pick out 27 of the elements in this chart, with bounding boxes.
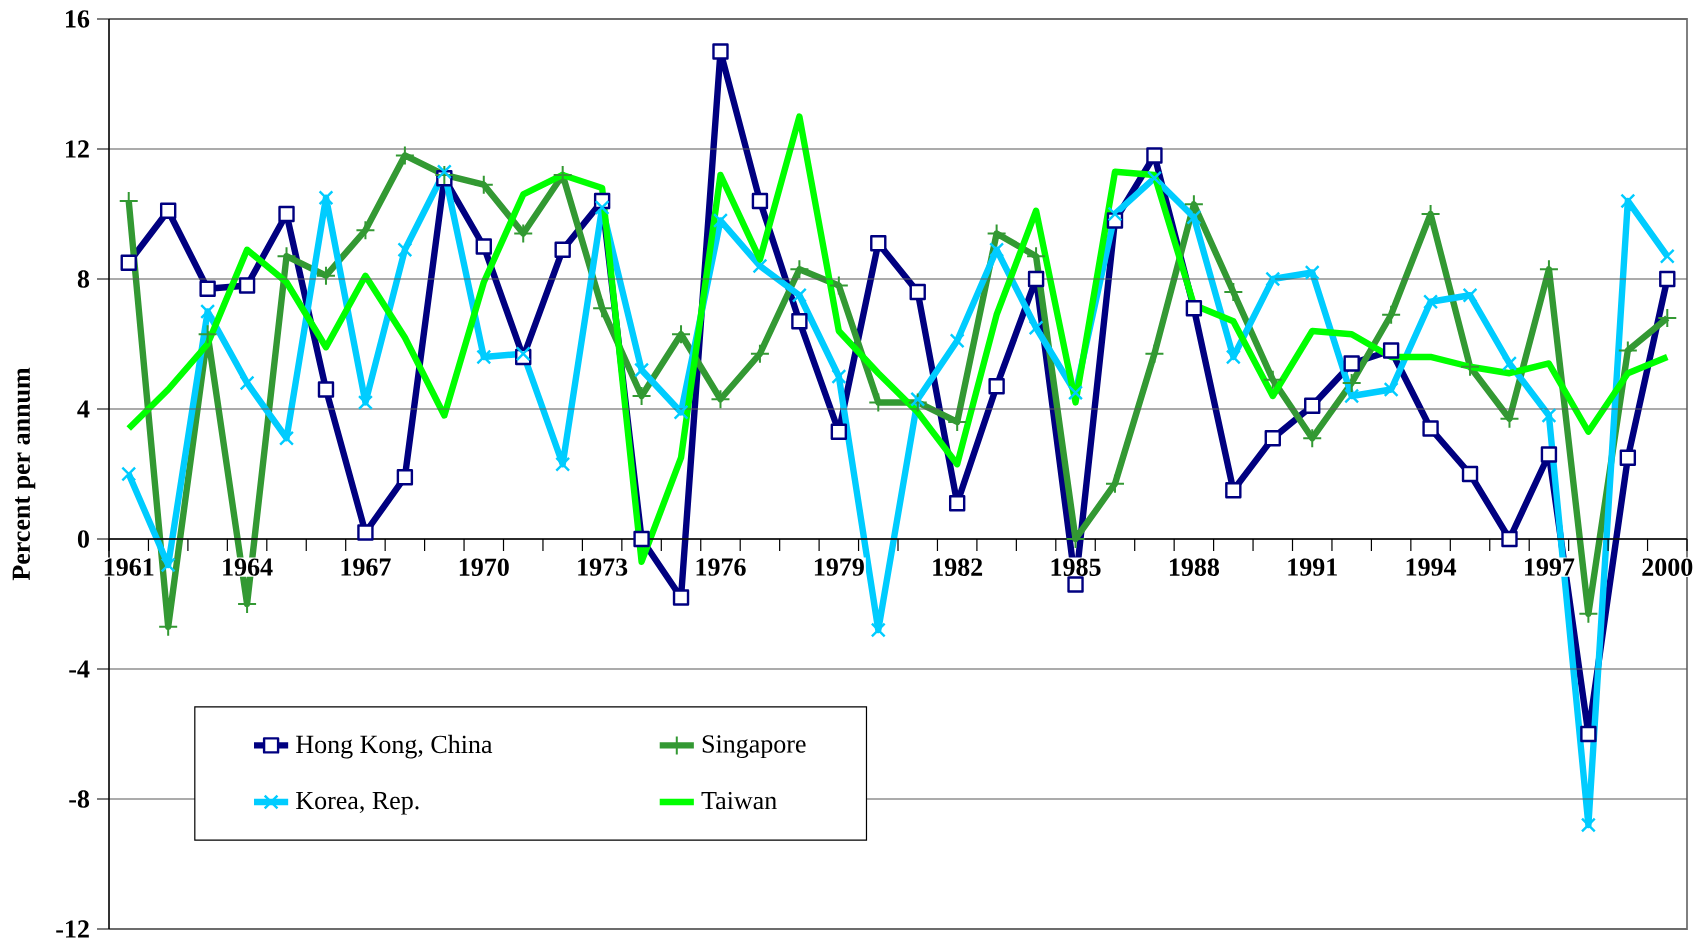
x-tick-label: 1982 — [933, 558, 983, 576]
x-tick-label: 1967 — [341, 558, 391, 576]
x-tick-label: 1976 — [696, 558, 746, 576]
legend-label: Singapore — [702, 735, 806, 759]
y-tick-label: 8 — [77, 270, 90, 288]
y-tick-label: 16 — [66, 10, 90, 28]
y-tick-label: -12 — [56, 920, 89, 938]
x-tick-label: 1985 — [1051, 558, 1101, 576]
y-axis-title: Percent per annum — [12, 367, 36, 581]
y-tick-label: -4 — [69, 660, 90, 678]
x-tick-label: 1988 — [1169, 558, 1220, 576]
x-tick-label: 1991 — [1288, 558, 1337, 576]
y-tick-label: 12 — [66, 140, 89, 158]
legend-label: Taiwan — [701, 791, 777, 810]
y-tick-label: 4 — [77, 400, 90, 418]
x-tick-label: 1997 — [1525, 558, 1575, 576]
x-tick-label: 1970 — [459, 558, 509, 576]
x-tick-label: 1994 — [1406, 558, 1457, 576]
legend-label: Hong Kong, China — [296, 734, 493, 759]
x-tick-label: 1961 — [104, 558, 154, 576]
x-tick-label: 1973 — [578, 558, 628, 576]
x-tick-label: 1964 — [223, 558, 273, 576]
y-tick-label: 0 — [77, 530, 89, 548]
y-tick-label: -8 — [69, 790, 90, 808]
legend-label: Korea, Rep. — [296, 791, 419, 815]
x-tick-label: 1979 — [814, 558, 864, 576]
x-tick-label: 2000 — [1642, 558, 1693, 576]
